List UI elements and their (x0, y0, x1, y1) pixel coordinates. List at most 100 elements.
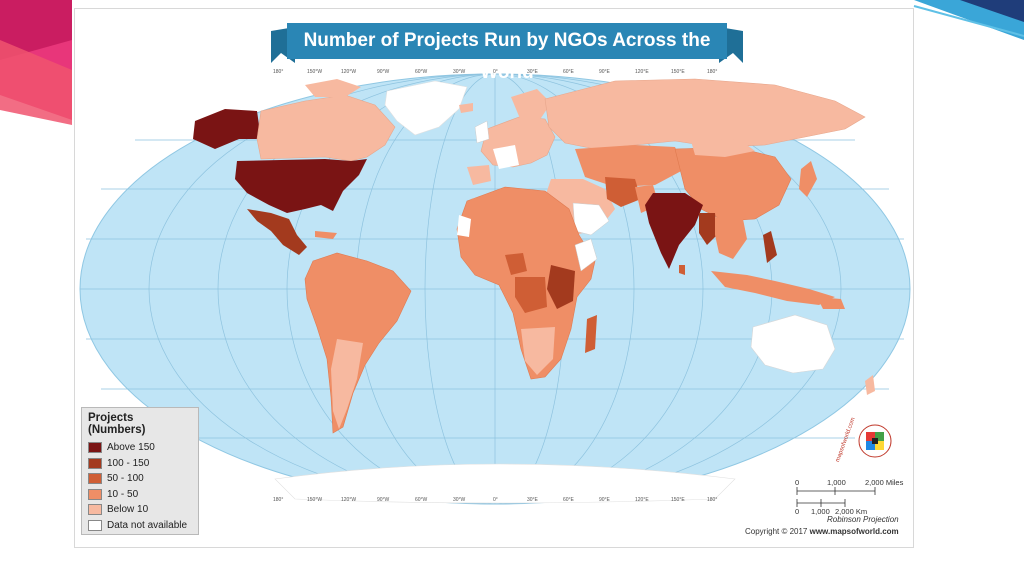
lon-label: 0° (493, 497, 498, 503)
legend-swatch (88, 519, 102, 531)
lon-label: 150°E (671, 497, 685, 503)
land-scandinavia (511, 89, 551, 121)
copyright-site: www.mapsofworld.com (809, 527, 899, 536)
legend-label: 10 - 50 (107, 488, 139, 500)
lon-label: 150°W (307, 69, 323, 75)
scale-km-0: 0 (795, 507, 800, 516)
land-caribbean (315, 231, 337, 239)
legend-item: 50 - 100 (88, 471, 192, 487)
land-mexico (247, 209, 307, 255)
legend-swatch (88, 488, 102, 500)
land-western-europe-na (493, 145, 519, 169)
map-legend: Projects (Numbers) Above 150 100 - 150 5… (81, 407, 199, 535)
lon-label: 150°W (307, 497, 323, 503)
legend-label: 100 - 150 (107, 457, 150, 469)
land-australia (750, 314, 836, 374)
legend-item: Data not available (88, 518, 192, 534)
land-argentina (331, 339, 363, 429)
land-greenland (384, 80, 468, 136)
legend-swatch (88, 504, 102, 516)
left-red-stripe (0, 40, 72, 125)
lon-label: 120°W (341, 497, 357, 503)
compass-rose-icon (858, 424, 892, 458)
land-southern-africa (521, 327, 555, 375)
land-png (817, 297, 845, 309)
legend-item: Below 10 (88, 502, 192, 518)
legend-label: Data not available (107, 519, 188, 531)
land-central-africa (515, 277, 547, 313)
land-sri-lanka (679, 265, 685, 275)
land-iceland (459, 103, 473, 113)
legend-label: Below 10 (107, 504, 149, 516)
lon-label: 30°E (527, 497, 538, 503)
lon-label: 180° (273, 497, 284, 503)
land-india (645, 193, 703, 269)
world-map (79, 23, 911, 507)
land-iberia (467, 165, 491, 185)
land-west-africa-na (457, 215, 471, 237)
legend-swatch (88, 457, 102, 469)
legend-swatch (88, 442, 102, 454)
land-japan (799, 161, 817, 197)
lon-label: 180° (707, 497, 718, 503)
land-madagascar (585, 315, 597, 353)
land-alaska (193, 109, 261, 149)
lon-label: 90°E (599, 497, 610, 503)
right-blue-stripe (914, 0, 1024, 40)
lon-label: 180° (707, 69, 718, 75)
scale-bar-graphic (796, 487, 876, 507)
land-usa (235, 159, 367, 213)
right-thin-stripe (913, 5, 1024, 37)
lon-label: 60°W (415, 497, 428, 503)
land-east-africa (547, 265, 575, 309)
right-navy-stripe (960, 0, 1024, 22)
lon-label: 90°W (377, 69, 390, 75)
land-uk (474, 120, 490, 144)
lon-label: 60°W (415, 69, 428, 75)
copyright-prefix: Copyright © 2017 (745, 527, 808, 536)
lon-label: 30°W (453, 69, 466, 75)
lon-label: 90°E (599, 69, 610, 75)
legend-label: Above 150 (107, 442, 155, 454)
land-somalia (574, 238, 598, 272)
land-indonesia (711, 271, 835, 305)
scale-km-1: 1,000 (811, 507, 830, 516)
lon-label: 180° (273, 69, 284, 75)
lon-label: 150°E (671, 69, 685, 75)
left-magenta-stripe (0, 0, 72, 60)
scale-miles-2: 2,000 Miles (865, 478, 904, 487)
map-title: Number of Projects Run by NGOs Across th… (303, 30, 711, 83)
map-frame: Number of Projects Run by NGOs Across th… (74, 8, 914, 548)
lon-label: 60°E (563, 497, 574, 503)
lon-label: 120°E (635, 69, 649, 75)
scale-miles-1: 1,000 (827, 478, 846, 487)
lon-label: 60°E (563, 69, 574, 75)
scale-km-2: 2,000 Km (835, 507, 868, 516)
legend-swatch (88, 473, 102, 485)
legend-item: 10 - 50 (88, 487, 192, 503)
scale-miles-0: 0 (795, 478, 800, 487)
title-banner (271, 23, 743, 63)
left-pink-stripe (0, 0, 72, 120)
land-antarctica (274, 463, 736, 504)
land-se-asia (715, 217, 747, 259)
lon-label: 0° (493, 69, 498, 75)
land-mongolia (691, 139, 755, 157)
lon-label: 30°W (453, 497, 466, 503)
land-myanmar (699, 213, 717, 245)
projection-label: Robinson Projection (827, 515, 899, 524)
legend-item: 100 - 150 (88, 456, 192, 472)
lon-label: 90°W (377, 497, 390, 503)
land-north-africa (471, 189, 551, 223)
land-russia (544, 78, 866, 150)
land-canada (256, 94, 396, 162)
lon-label: 120°E (635, 497, 649, 503)
land-central-asia (575, 145, 685, 187)
land-new-zealand (865, 375, 875, 395)
land-nigeria (505, 253, 527, 275)
land-iran (605, 177, 641, 207)
copyright-notice: Copyright © 2017 www.mapsofworld.com (745, 527, 899, 536)
legend-label: 50 - 100 (107, 473, 144, 485)
legend-item: Above 150 (88, 440, 192, 456)
land-canada-islands (305, 79, 361, 97)
